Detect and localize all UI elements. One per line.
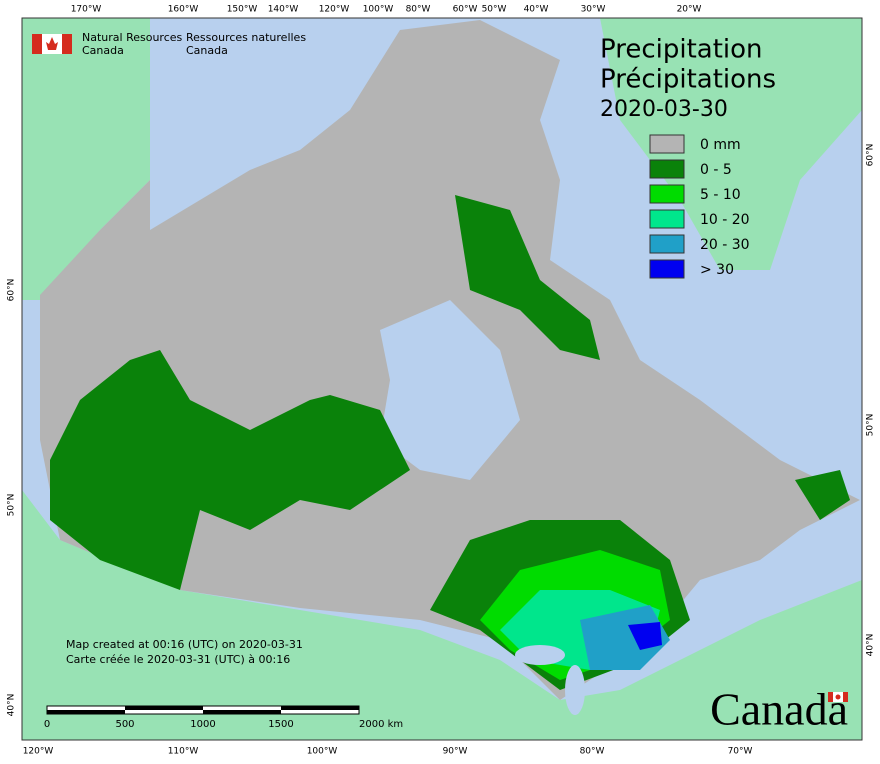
graticule-label: 90°W xyxy=(443,747,468,757)
graticule-label: 120°W xyxy=(23,747,54,757)
great-lake xyxy=(515,645,565,665)
legend-label: 0 - 5 xyxy=(700,162,732,178)
legend-label: 5 - 10 xyxy=(700,187,741,203)
great-lake xyxy=(565,665,585,715)
graticule-label: 80°W xyxy=(580,747,605,757)
agency-en: Canada xyxy=(82,44,124,57)
graticule-label: 30°W xyxy=(581,5,606,15)
credit: Map created at 00:16 (UTC) on 2020-03-31 xyxy=(66,638,303,651)
legend-label: 10 - 20 xyxy=(700,212,750,228)
graticule-label: 60°N xyxy=(866,144,876,167)
legend-label: 0 mm xyxy=(700,137,741,153)
graticule-label: 70°W xyxy=(728,747,753,757)
legend-swatch xyxy=(649,234,685,254)
greenland xyxy=(600,18,862,270)
graticule-label: 60°W xyxy=(453,5,478,15)
graticule-label: 100°W xyxy=(363,5,394,15)
scale-label: 2000 km xyxy=(359,719,403,730)
graticule-label: 150°W xyxy=(227,5,258,15)
graticule-label: 170°W xyxy=(71,5,102,15)
map-frame xyxy=(21,17,863,741)
scale-label: 500 xyxy=(115,719,134,730)
graticule-label: 20°W xyxy=(677,5,702,15)
precip-arctic xyxy=(455,195,600,360)
hudson-bay xyxy=(380,300,520,480)
flag xyxy=(32,34,72,54)
graticule-label: 50°N xyxy=(866,414,876,437)
scale-bar xyxy=(46,705,360,715)
graticule-label: 110°W xyxy=(168,747,199,757)
graticule-label: 80°W xyxy=(406,5,431,15)
graticule-label: 120°W xyxy=(319,5,350,15)
legend-swatch xyxy=(649,134,685,154)
wordmark-flag xyxy=(828,692,848,702)
title-fr: Précipitations xyxy=(600,65,776,95)
legend-swatch xyxy=(649,259,685,279)
title-date: 2020-03-30 xyxy=(600,97,728,122)
scale-label: 1500 xyxy=(268,719,293,730)
agency-en: Natural Resources xyxy=(82,31,183,44)
usa xyxy=(22,490,862,740)
legend-swatch xyxy=(649,209,685,229)
precip-newfoundland xyxy=(795,470,850,520)
wordmark: Canada xyxy=(710,684,848,735)
graticule-label: 60°N xyxy=(7,279,17,302)
graticule-label: 40°W xyxy=(524,5,549,15)
legend-label: > 30 xyxy=(700,262,734,278)
graticule-label: 50°N xyxy=(7,494,17,517)
graticule-label: 40°N xyxy=(7,694,17,717)
credit: Carte créée le 2020-03-31 (UTC) à 00:16 xyxy=(66,653,290,666)
title-en: Precipitation xyxy=(600,35,763,65)
graticule-label: 50°W xyxy=(482,5,507,15)
precip-east-20-30 xyxy=(580,605,670,670)
scale-label: 0 xyxy=(44,719,50,730)
graticule-label: 40°N xyxy=(866,634,876,657)
alaska xyxy=(22,18,150,300)
precip-west xyxy=(50,350,410,590)
legend-label: 20 - 30 xyxy=(700,237,750,253)
graticule-label: 160°W xyxy=(168,5,199,15)
precip-east-over-30 xyxy=(628,622,662,650)
graticule-label: 140°W xyxy=(268,5,299,15)
legend-swatch xyxy=(649,184,685,204)
legend-swatch xyxy=(649,159,685,179)
scale-label: 1000 xyxy=(190,719,215,730)
agency-fr: Canada xyxy=(186,44,228,57)
graticule-label: 100°W xyxy=(307,747,338,757)
agency-fr: Ressources naturelles xyxy=(186,31,306,44)
